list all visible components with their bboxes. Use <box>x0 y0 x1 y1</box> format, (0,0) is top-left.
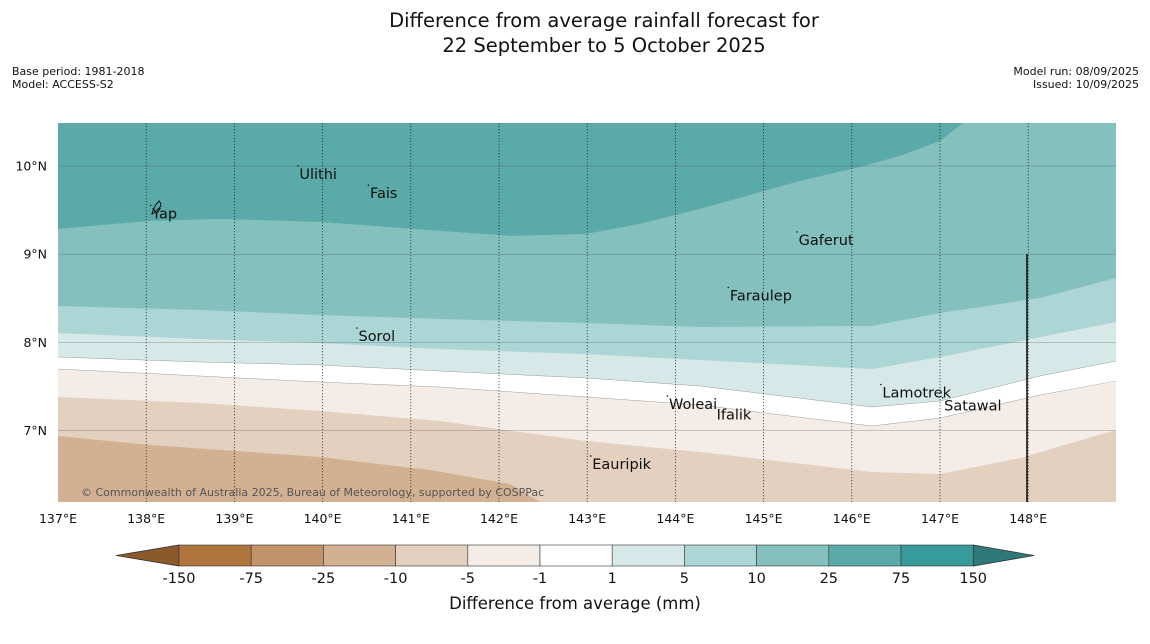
colorbar-segment <box>539 544 613 567</box>
contour-line <box>58 368 1116 427</box>
place-label: Ulithi <box>299 167 337 183</box>
place-label: Faraulep <box>730 288 792 304</box>
colorbar-tick-label: 5 <box>680 571 689 587</box>
place-marker <box>796 231 798 233</box>
band-plus25-plus75 <box>58 123 963 236</box>
place-label: Lamotrek <box>882 386 951 402</box>
band-minus25-minus10 <box>58 436 540 502</box>
longitude-tick-label: 139°E <box>215 511 253 526</box>
colorbar-tick-label: -75 <box>239 571 263 587</box>
place-label: Eauripik <box>592 457 651 473</box>
colorbar-extend-high <box>972 544 1035 567</box>
colorbar: -150 -75 -25 -10 -5 -1 1 5 10 25 75 150 <box>115 544 1035 587</box>
place-label: Sorol <box>358 329 395 345</box>
place-label: Woleai <box>669 397 717 413</box>
band-plus1-plus5 <box>58 322 1116 407</box>
place-marker <box>367 184 370 186</box>
colorbar-segment <box>756 544 830 567</box>
base-period-label: Base period: 1981-2018 <box>12 65 145 78</box>
colorbar-segment <box>684 544 757 567</box>
colorbar-segment <box>900 544 974 567</box>
longitude-tick-label: 144°E <box>656 511 694 526</box>
longitude-tick-label: 142°E <box>480 511 518 526</box>
latitude-tick-label: 10°N <box>15 159 47 174</box>
place-eauripik: Eauripik <box>589 455 652 473</box>
place-label: Gaferut <box>799 233 854 249</box>
place-marker <box>714 405 716 408</box>
colorbar-segment <box>178 544 252 567</box>
place-ifalik: Ifalik <box>714 405 752 424</box>
longitude-tick-label: 143°E <box>568 511 606 526</box>
place-marker <box>941 396 944 399</box>
colorbar-segment <box>611 544 685 567</box>
map-area: Yap Ulithi Fais Gaferut Faraulep Sorol Lamotre… <box>58 123 1116 502</box>
title-line-1: Difference from average rainfall forecas… <box>389 9 819 32</box>
band-plus5-plus10 <box>58 278 1116 369</box>
place-marker <box>297 164 299 167</box>
colorbar-tick-label: 1 <box>608 571 617 587</box>
colorbar-title: Difference from average (mm) <box>449 594 701 613</box>
place-marker <box>666 395 669 397</box>
longitude-tick-label: 146°E <box>833 511 871 526</box>
colorbar-tick-label: -10 <box>384 571 408 587</box>
longitude-tick-label: 138°E <box>127 511 165 526</box>
colorbar-tick-label: 10 <box>747 571 765 587</box>
colorbar-segment <box>323 544 396 567</box>
longitude-tick-label: 140°E <box>304 511 342 526</box>
latitude-tick-labels: 10°N 9°N 8°N 7°N <box>15 159 47 439</box>
meta-left: Base period: 1981-2018 Model: ACCESS-S2 <box>12 65 144 91</box>
longitude-tick-label: 145°E <box>745 511 783 526</box>
longitude-tick-label: 137°E <box>39 511 77 526</box>
longitude-tick-labels: 137°E 138°E 139°E 140°E 141°E 142°E 143°E 144°E… <box>39 511 1047 526</box>
longitude-tick-label: 148°E <box>1009 511 1047 526</box>
colorbar-tick-label: -5 <box>461 571 475 587</box>
colorbar-segment <box>467 544 541 567</box>
colorbar-tick-label: 25 <box>820 571 838 587</box>
issued-label: Issued: 10/09/2025 <box>1032 78 1139 91</box>
place-satawal: Satawal <box>941 396 1002 415</box>
yap-island-outline <box>151 200 162 215</box>
place-woleai: Woleai <box>666 395 717 413</box>
place-label: Fais <box>370 186 397 202</box>
place-ulithi: Ulithi <box>297 164 337 183</box>
colorbar-tick-label: -25 <box>312 571 336 587</box>
place-marker <box>589 455 592 457</box>
place-fais: Fais <box>367 184 397 202</box>
gridlines <box>58 123 1116 502</box>
place-marker <box>149 204 152 207</box>
colorbar-tick-label: 75 <box>892 571 910 587</box>
place-label: Satawal <box>944 399 1001 415</box>
colorbar-extend-low <box>115 544 180 567</box>
colorbar-tick-label: -1 <box>533 571 547 587</box>
meta-right: Model run: 08/09/2025 Issued: 10/09/2025 <box>1013 65 1139 91</box>
contour-line <box>58 356 1116 408</box>
latitude-tick-label: 9°N <box>23 247 47 262</box>
place-marker <box>727 286 730 289</box>
longitude-tick-label: 147°E <box>921 511 959 526</box>
place-sorol: Sorol <box>356 327 395 345</box>
colorbar-tick-label: 150 <box>959 571 987 587</box>
place-marker <box>356 327 358 329</box>
colorbar-segment <box>395 544 469 567</box>
place-marker <box>880 383 882 386</box>
colorbar-segment <box>250 544 324 567</box>
place-label: Yap <box>151 206 177 222</box>
map-title: Difference from average rainfall forecas… <box>0 8 1150 58</box>
latitude-tick-label: 8°N <box>23 335 47 350</box>
latitude-tick-label: 7°N <box>23 423 47 438</box>
colorbar-tick-label: -150 <box>163 571 196 587</box>
copyright-notice: © Commonwealth of Australia 2025, Bureau… <box>81 486 544 499</box>
place-labels: Yap Ulithi Fais Gaferut Faraulep Sorol Lamotre… <box>149 164 1002 473</box>
model-label: Model: ACCESS-S2 <box>12 78 114 91</box>
place-faraulep: Faraulep <box>727 286 792 304</box>
model-run-label: Model run: 08/09/2025 <box>1013 65 1139 78</box>
longitude-tick-label: 141°E <box>392 511 430 526</box>
place-lamotrek: Lamotrek <box>880 383 952 402</box>
title-line-2: 22 September to 5 October 2025 <box>442 34 766 57</box>
place-gaferut: Gaferut <box>796 231 854 249</box>
place-label: Ifalik <box>717 408 752 424</box>
place-yap: Yap <box>149 204 177 222</box>
colorbar-segment <box>828 544 902 567</box>
